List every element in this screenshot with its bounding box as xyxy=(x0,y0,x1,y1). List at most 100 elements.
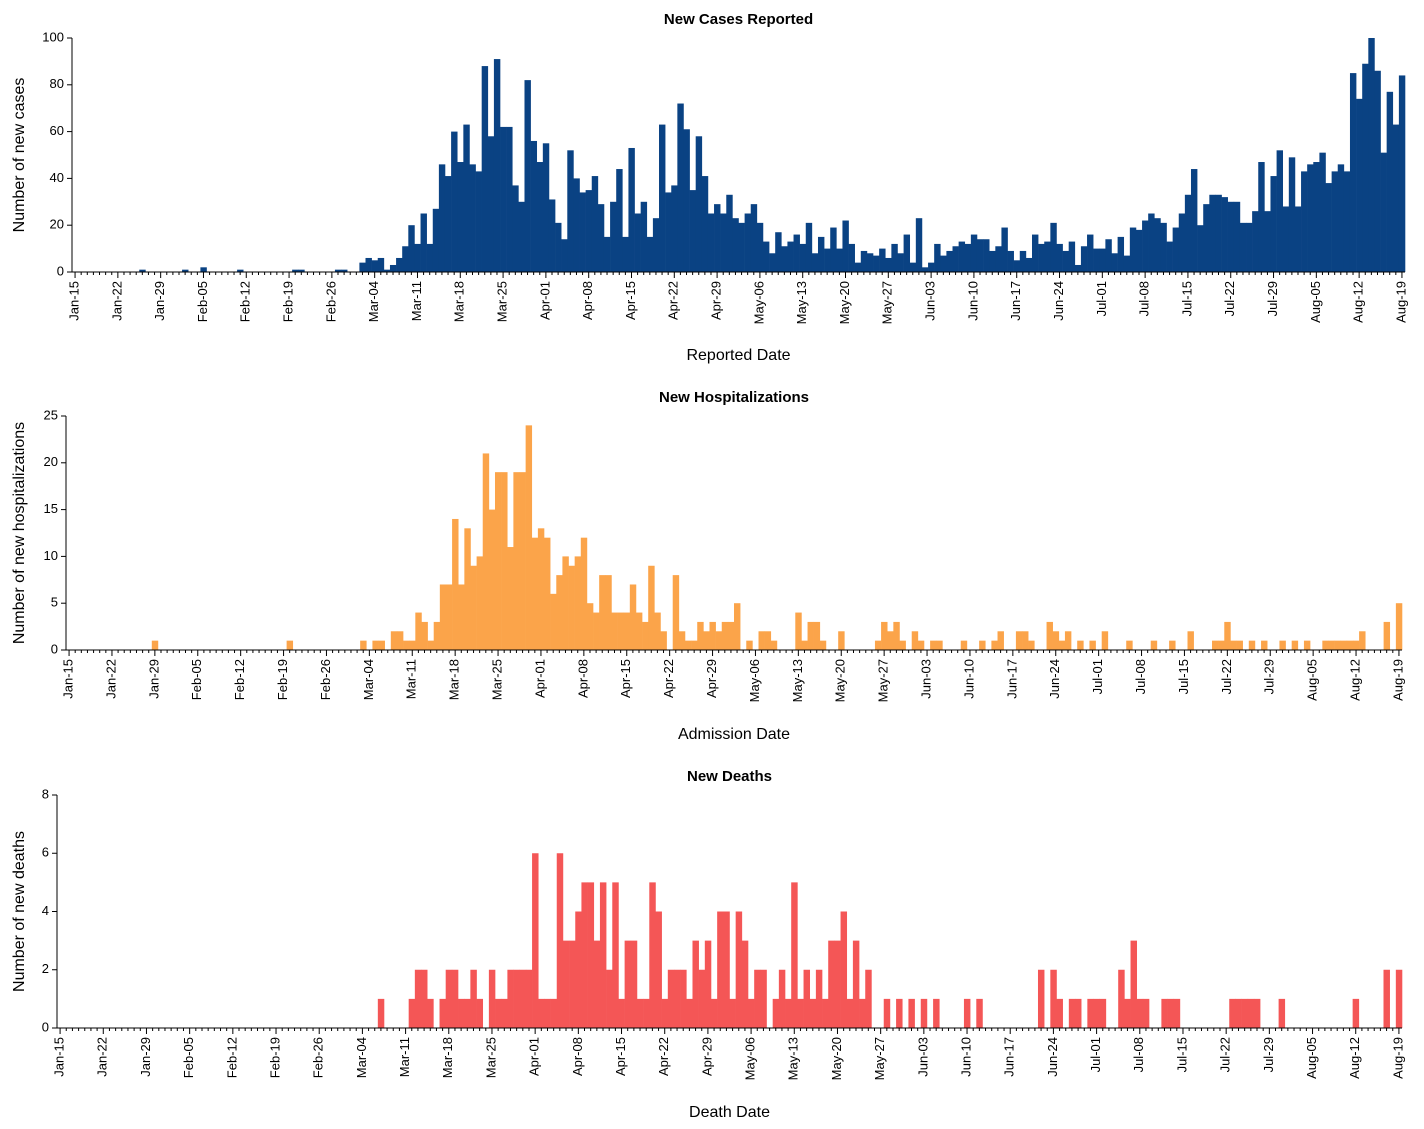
bar xyxy=(1229,998,1236,1028)
bar xyxy=(1123,255,1131,272)
bar xyxy=(1328,640,1335,650)
bar xyxy=(482,453,490,650)
bar xyxy=(903,234,911,272)
bar xyxy=(458,584,465,650)
x-tick-label: Jun-10 xyxy=(958,1037,973,1077)
bar xyxy=(748,998,755,1028)
bar xyxy=(934,243,941,272)
x-tick-label: May-06 xyxy=(751,281,766,324)
bar xyxy=(1126,640,1133,650)
bar xyxy=(727,621,735,650)
bar xyxy=(396,257,403,272)
bar xyxy=(1025,257,1033,272)
x-tick-label: Aug-05 xyxy=(1304,1037,1319,1079)
bar xyxy=(936,640,943,650)
bar xyxy=(921,267,929,272)
bar xyxy=(580,537,588,650)
bar xyxy=(597,204,605,272)
x-tick-label: Feb-05 xyxy=(195,281,210,322)
bar xyxy=(408,225,415,272)
bar xyxy=(1001,227,1008,272)
bar xyxy=(415,612,422,650)
x-tick-label: Jan-29 xyxy=(152,281,167,321)
bar xyxy=(427,640,435,650)
x-tick-label: Apr-22 xyxy=(661,659,676,698)
bar xyxy=(365,257,372,272)
bar xyxy=(574,556,582,650)
bar xyxy=(1062,250,1069,272)
bar xyxy=(1279,640,1286,650)
bar xyxy=(1282,206,1290,272)
bar xyxy=(501,472,508,650)
bar xyxy=(836,248,843,272)
x-tick-label: Jul-22 xyxy=(1218,1037,1233,1072)
bar xyxy=(940,255,947,272)
x-tick-label: Jun-17 xyxy=(1004,659,1019,699)
x-tick-label: Mar-25 xyxy=(489,659,504,700)
x-tick-label: Apr-15 xyxy=(623,281,638,320)
bar xyxy=(846,998,854,1028)
bar xyxy=(544,537,551,650)
x-tick-label: Jul-08 xyxy=(1133,659,1148,694)
bar xyxy=(744,213,752,272)
bar xyxy=(1117,236,1125,272)
bar xyxy=(692,940,699,1028)
bar xyxy=(1303,640,1311,650)
bar xyxy=(1028,640,1035,650)
x-tick-label: Apr-22 xyxy=(666,281,681,320)
bar xyxy=(513,969,521,1028)
bar xyxy=(605,575,612,650)
x-tick-label: Jul-08 xyxy=(1137,281,1152,316)
bar xyxy=(438,164,446,272)
bar xyxy=(764,631,772,650)
x-tick-label: Aug-19 xyxy=(1393,281,1408,323)
bar xyxy=(720,213,727,272)
bar xyxy=(1368,38,1375,272)
bar xyxy=(952,246,959,272)
x-tick-label: Mar-04 xyxy=(354,1037,369,1078)
bar xyxy=(842,220,849,272)
bar xyxy=(1301,171,1308,272)
bar xyxy=(1037,969,1045,1028)
bar xyxy=(805,222,813,272)
bar xyxy=(1050,222,1057,272)
bar xyxy=(1239,222,1247,272)
bar xyxy=(1325,183,1332,272)
bar xyxy=(834,940,841,1028)
bar xyxy=(734,603,741,650)
bar xyxy=(599,882,607,1028)
bar xyxy=(801,640,808,650)
bar xyxy=(1167,998,1175,1028)
bar xyxy=(519,969,527,1028)
y-tick-label: 20 xyxy=(50,217,64,232)
bar xyxy=(1089,640,1096,650)
bar xyxy=(885,257,892,272)
bar xyxy=(1019,250,1027,272)
bar xyxy=(629,584,637,650)
bar xyxy=(908,998,915,1028)
bar xyxy=(532,853,539,1028)
bar xyxy=(822,998,829,1028)
bar xyxy=(1178,213,1186,272)
bar xyxy=(617,612,624,650)
bar xyxy=(709,621,716,650)
bar xyxy=(575,911,582,1028)
bar xyxy=(811,253,819,272)
bar xyxy=(586,603,594,650)
bar xyxy=(661,998,669,1028)
bar xyxy=(683,129,690,272)
y-tick-label: 15 xyxy=(44,501,58,516)
bar xyxy=(917,640,925,650)
bar xyxy=(396,631,404,650)
bar xyxy=(1056,998,1063,1028)
bar xyxy=(561,239,568,272)
bar xyxy=(738,222,745,272)
bar xyxy=(476,556,484,650)
bar xyxy=(298,269,305,272)
x-tick-label: May-13 xyxy=(794,281,809,324)
x-tick-label: Apr-01 xyxy=(527,1037,542,1076)
bar xyxy=(1380,152,1387,272)
bar xyxy=(377,998,385,1028)
bar xyxy=(769,253,776,272)
bar xyxy=(487,136,495,272)
